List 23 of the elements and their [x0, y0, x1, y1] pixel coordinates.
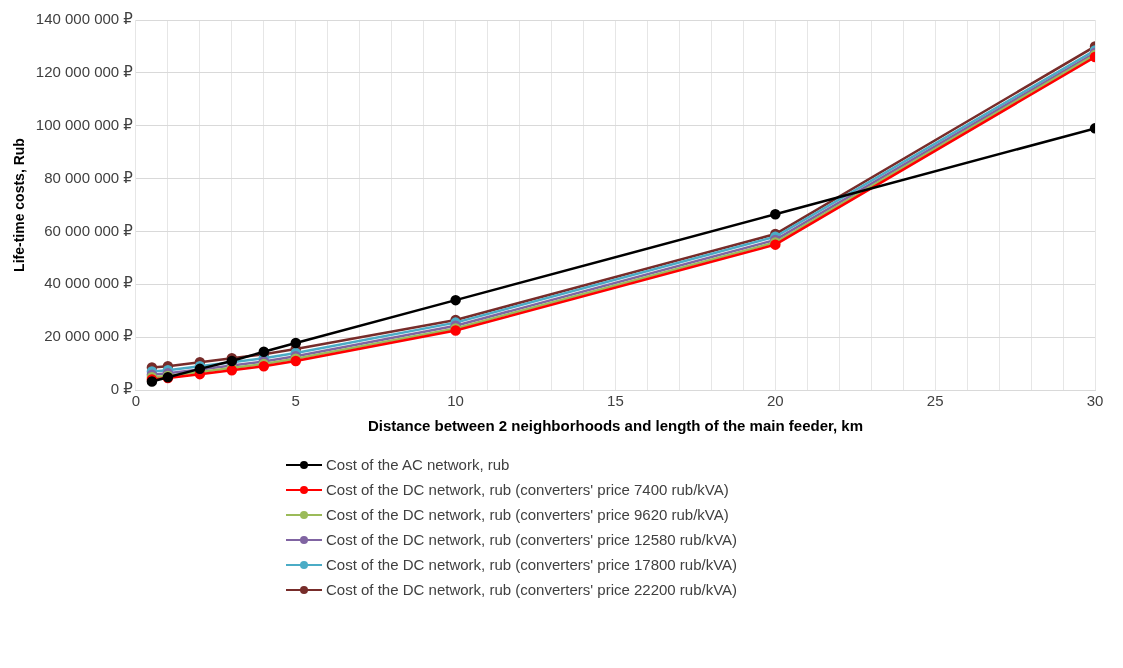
- y-tick-label: 20 000 000 ₽: [44, 327, 134, 345]
- x-tick-label: 10: [447, 392, 464, 410]
- x-tick-label: 30: [1086, 392, 1104, 410]
- legend-label: Cost of the DC network, rub (converters' price 12580 rub/kVA): [326, 531, 738, 548]
- y-tick-label: 120 000 000 ₽: [35, 63, 134, 80]
- legend-label: Cost of the DC network, rub (converters' price 9620 rub/kVA): [326, 506, 729, 523]
- y-tick-label: 60 000 000 ₽: [44, 221, 134, 239]
- y-tick-label: 80 000 000 ₽: [44, 168, 134, 186]
- x-tick-label: 0: [131, 392, 141, 410]
- x-tick-label: 15: [607, 392, 624, 410]
- legend-label: Cost of the AC network, rub: [326, 456, 510, 473]
- y-tick-label: 140 000 000 ₽: [35, 10, 134, 28]
- y-axis-title: Life-time costs, Rub: [11, 138, 28, 272]
- legend-label: Cost of the DC network, rub (converters' price 17800 rub/kVA): [326, 556, 738, 573]
- y-tick-label: 0 ₽: [110, 380, 134, 398]
- y-tick-label: 100 000 000 ₽: [35, 115, 134, 133]
- x-axis-title: Distance between 2 neighborhoods and length of the main feeder, km: [367, 417, 864, 435]
- legend-label: Cost of the DC network, rub (converters' price 22200 rub/kVA): [326, 581, 738, 598]
- y-tick-label: 40 000 000 ₽: [44, 274, 134, 292]
- x-tick-label: 20: [766, 392, 784, 410]
- legend-label: Cost of the DC network, rub (converters' price 7400 rub/kVA): [326, 481, 729, 498]
- x-tick-label: 25: [926, 392, 944, 410]
- x-tick-label: 5: [291, 392, 300, 410]
